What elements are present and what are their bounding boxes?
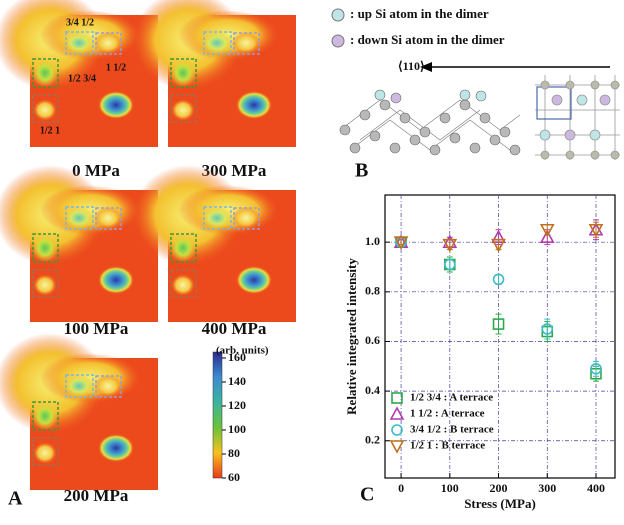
legend-text: 3/4 1/2 : B terrace: [410, 424, 494, 436]
direction-label: ⟨110⟩: [398, 59, 425, 73]
x-tick-label: 0: [398, 481, 404, 495]
crystal-side: [340, 90, 520, 155]
spot: [170, 234, 196, 262]
y-tick-label: 0.8: [365, 284, 380, 298]
error-bar: [496, 314, 502, 334]
spot: [98, 434, 134, 462]
panel-label: B: [355, 160, 368, 182]
spot-label: 3/4 1/2: [66, 17, 94, 28]
colorbar-tick-label: 60: [228, 470, 240, 484]
panel-label: A: [8, 488, 23, 510]
colorbar-tick-label: 80: [228, 446, 240, 460]
spot: [232, 207, 260, 229]
spot: [33, 274, 57, 296]
error-bar: [447, 260, 453, 270]
image-caption: 400 MPa: [202, 319, 267, 338]
image-caption: 100 MPa: [64, 319, 129, 338]
spot: [63, 206, 95, 230]
spot: [33, 99, 57, 121]
y-tick-label: 0.6: [365, 333, 380, 347]
heatmap: [0, 333, 158, 490]
legend-marker: [332, 9, 344, 21]
spot-label: 1/2 1: [40, 125, 60, 136]
spot: [63, 374, 95, 398]
spot-label: 1/2 3/4: [68, 73, 96, 84]
spot: [170, 59, 196, 87]
spot: [236, 91, 272, 119]
heatmap: [0, 165, 158, 322]
legend-text: 1/2 1 : B terrace: [410, 440, 485, 452]
x-tick-label: 200: [490, 481, 508, 495]
y-tick-label: 0.2: [365, 433, 380, 447]
spot: [32, 234, 58, 262]
legend-text: 1/2 3/4 : A terrace: [410, 392, 493, 404]
panel-label: C: [360, 484, 374, 506]
y-axis-label: Relative integrated intensity: [344, 258, 359, 415]
crystal-top: [535, 75, 620, 160]
spot: [94, 207, 122, 229]
image-caption: 200 MPa: [64, 486, 129, 505]
spot: [236, 266, 272, 294]
legend-marker: [392, 393, 402, 403]
panel-c: 0 100 200 300 400 0.2 0.4 0.6 0.8 1.0 Stress (MPa)…: [344, 195, 615, 511]
colorbar-tick-label: 120: [228, 398, 246, 412]
x-tick-label: 100: [441, 481, 459, 495]
spot: [201, 206, 233, 230]
colorbar: [213, 352, 222, 478]
y-tick-label: 0.4: [365, 383, 380, 397]
spot: [171, 274, 195, 296]
legend-marker: [332, 35, 344, 47]
legend-text: : down Si atom in the dimer: [350, 32, 505, 47]
colorbar-tick-label: 100: [228, 422, 246, 436]
spot: [33, 442, 57, 464]
panel-b: : up Si atom in the dimer : down Si atom …: [332, 6, 620, 182]
spot-label: 1 1/2: [106, 62, 126, 73]
spot: [98, 91, 134, 119]
colorbar-tick-label: 160: [228, 350, 246, 364]
figure: 0 MPa3/4 1/21 1/21/2 3/41/2 1300 MPa100 …: [0, 0, 624, 520]
spot: [94, 375, 122, 397]
spot: [201, 31, 233, 55]
legend-marker: [392, 425, 402, 435]
spot: [63, 31, 95, 55]
x-tick-label: 300: [538, 481, 556, 495]
y-tick-label: 1.0: [365, 234, 380, 248]
spot: [94, 32, 122, 54]
error-bar: [496, 274, 502, 284]
spot: [171, 99, 195, 121]
spot: [32, 402, 58, 430]
x-axis-label: Stress (MPa): [464, 496, 536, 511]
colorbar-tick-label: 140: [228, 374, 246, 388]
spot: [32, 59, 58, 87]
legend-text: : up Si atom in the dimer: [350, 6, 489, 21]
spot: [232, 32, 260, 54]
plot-frame: [385, 195, 615, 478]
legend-text: 1 1/2 : A terrace: [410, 408, 485, 420]
spot: [98, 266, 134, 294]
x-tick-label: 400: [587, 481, 605, 495]
